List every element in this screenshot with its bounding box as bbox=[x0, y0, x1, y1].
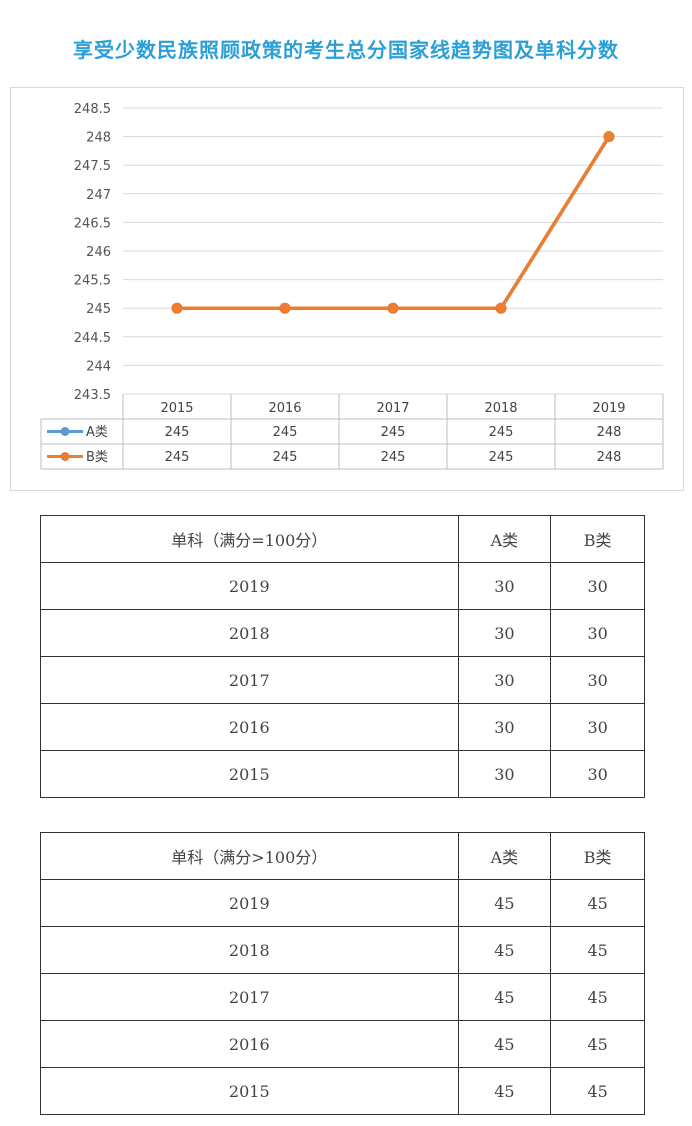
header-subject: 单科（满分=100分） bbox=[40, 515, 459, 563]
cell-b: 30 bbox=[550, 562, 645, 610]
cell-b: 45 bbox=[550, 1067, 645, 1115]
cell-year: 2019 bbox=[40, 562, 459, 610]
score-table-full100: 单科（满分=100分） A类 B类 2019 30 30 2018 30 30 … bbox=[40, 515, 645, 798]
cell-a: 45 bbox=[457, 1020, 552, 1068]
header-b: B类 bbox=[550, 832, 645, 880]
score-table-over100: 单科（满分>100分） A类 B类 2019 45 45 2018 45 45 … bbox=[40, 832, 645, 1115]
cell-b: 30 bbox=[550, 656, 645, 704]
y-tick-label: 245.5 bbox=[74, 274, 111, 289]
header-a: A类 bbox=[457, 515, 552, 563]
table-row: 2018 45 45 bbox=[40, 926, 645, 974]
cell-b: 45 bbox=[550, 926, 645, 974]
data-table-value: 245 bbox=[489, 450, 514, 465]
legend-swatch-marker bbox=[60, 427, 70, 436]
data-table-value: 245 bbox=[273, 450, 298, 465]
cell-year: 2018 bbox=[40, 609, 459, 657]
data-table-value: 245 bbox=[381, 450, 406, 465]
table-header-row: 单科（满分>100分） A类 B类 bbox=[40, 832, 645, 880]
cell-a: 30 bbox=[457, 703, 552, 751]
y-tick-label: 246.5 bbox=[74, 216, 111, 231]
x-tick-label: 2019 bbox=[592, 401, 625, 416]
y-tick-label: 243.5 bbox=[74, 388, 111, 403]
y-tick-label: 248.5 bbox=[74, 102, 111, 117]
data-table-value: 245 bbox=[489, 425, 514, 440]
cell-b: 45 bbox=[550, 879, 645, 927]
table-row: 2015 30 30 bbox=[40, 750, 645, 798]
cell-a: 45 bbox=[457, 1067, 552, 1115]
data-table-value: 245 bbox=[165, 450, 190, 465]
cell-a: 45 bbox=[457, 879, 552, 927]
table-row: 2017 30 30 bbox=[40, 656, 645, 704]
header-a: A类 bbox=[457, 832, 552, 880]
x-tick-label: 2016 bbox=[268, 401, 301, 416]
data-table-value: 248 bbox=[597, 425, 622, 440]
cell-b: 45 bbox=[550, 973, 645, 1021]
data-point bbox=[495, 302, 507, 314]
cell-b: 30 bbox=[550, 703, 645, 751]
x-tick-label: 2018 bbox=[484, 401, 517, 416]
cell-b: 30 bbox=[550, 750, 645, 798]
legend-label: B类 bbox=[86, 450, 108, 465]
table-header-row: 单科（满分=100分） A类 B类 bbox=[40, 515, 645, 563]
data-table-value: 245 bbox=[165, 425, 190, 440]
y-tick-label: 245 bbox=[86, 302, 111, 317]
data-point bbox=[279, 302, 291, 314]
y-tick-label: 246 bbox=[86, 245, 111, 260]
cell-a: 30 bbox=[457, 562, 552, 610]
table-row: 2016 45 45 bbox=[40, 1020, 645, 1068]
cell-year: 2015 bbox=[40, 1067, 459, 1115]
cell-a: 30 bbox=[457, 609, 552, 657]
cell-year: 2016 bbox=[40, 1020, 459, 1068]
table-row: 2019 45 45 bbox=[40, 879, 645, 927]
header-b: B类 bbox=[550, 515, 645, 563]
table-row: 2015 45 45 bbox=[40, 1067, 645, 1115]
data-table-value: 245 bbox=[273, 425, 298, 440]
cell-year: 2016 bbox=[40, 703, 459, 751]
cell-year: 2017 bbox=[40, 656, 459, 704]
page-title: 享受少数民族照顾政策的考生总分国家线趋势图及单科分数 bbox=[73, 38, 619, 62]
data-point bbox=[387, 302, 399, 314]
cell-year: 2019 bbox=[40, 879, 459, 927]
line-chart: 248.5 248 247.5 247 246.5 246 245.5 245 244.5 244… bbox=[40, 102, 664, 470]
y-tick-label: 244.5 bbox=[74, 331, 111, 346]
legend-label: A类 bbox=[86, 425, 108, 440]
data-point bbox=[171, 302, 183, 314]
x-tick-label: 2015 bbox=[160, 401, 193, 416]
data-table-value: 245 bbox=[381, 425, 406, 440]
y-tick-label: 247 bbox=[86, 188, 111, 203]
cell-a: 30 bbox=[457, 750, 552, 798]
x-tick-label: 2017 bbox=[376, 401, 409, 416]
cell-a: 45 bbox=[457, 926, 552, 974]
cell-year: 2017 bbox=[40, 973, 459, 1021]
cell-a: 45 bbox=[457, 973, 552, 1021]
y-tick-label: 248 bbox=[86, 131, 111, 146]
table-row: 2019 30 30 bbox=[40, 562, 645, 610]
cell-year: 2015 bbox=[40, 750, 459, 798]
chart-container: 248.5 248 247.5 247 246.5 246 245.5 245 244.5 244… bbox=[10, 87, 684, 491]
cell-b: 45 bbox=[550, 1020, 645, 1068]
y-tick-label: 247.5 bbox=[74, 159, 111, 174]
cell-b: 30 bbox=[550, 609, 645, 657]
cell-a: 30 bbox=[457, 656, 552, 704]
cell-year: 2018 bbox=[40, 926, 459, 974]
table-row: 2016 30 30 bbox=[40, 703, 645, 751]
y-tick-label: 244 bbox=[86, 359, 111, 374]
table-row: 2017 45 45 bbox=[40, 973, 645, 1021]
data-table-value: 248 bbox=[597, 450, 622, 465]
data-point bbox=[603, 131, 615, 143]
legend-swatch-marker bbox=[60, 452, 70, 461]
table-row: 2018 30 30 bbox=[40, 609, 645, 657]
header-subject: 单科（满分>100分） bbox=[40, 832, 459, 880]
